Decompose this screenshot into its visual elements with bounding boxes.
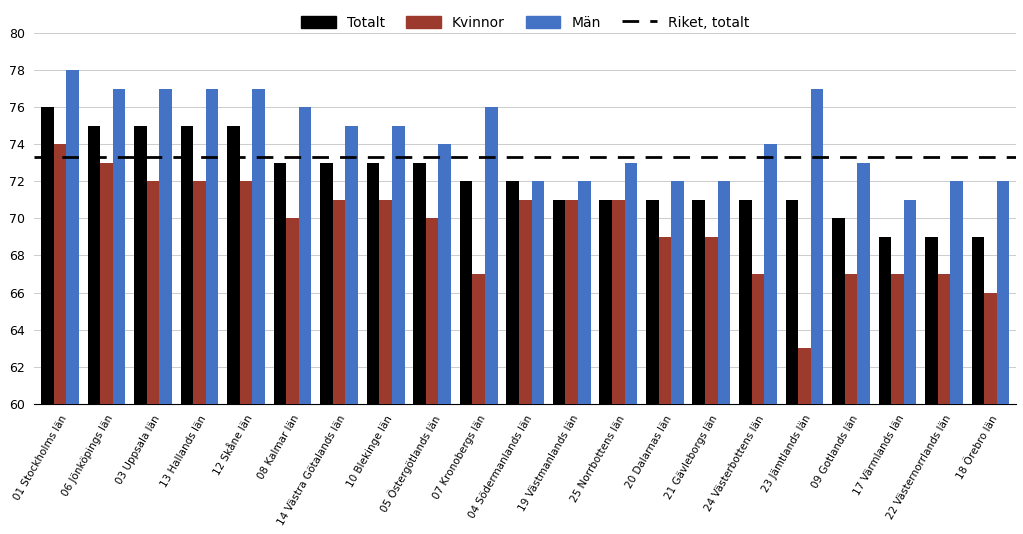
Bar (206, 89, 218, 404)
Bar (857, 163, 870, 404)
Bar (810, 89, 824, 404)
Legend: Totalt, Kvinnor, Män, Riket, totalt: Totalt, Kvinnor, Män, Riket, totalt (296, 10, 755, 35)
Bar (764, 144, 776, 404)
Bar (100, 163, 113, 404)
Bar (659, 237, 671, 404)
Bar (286, 218, 299, 404)
Bar (253, 89, 265, 404)
Bar (320, 163, 332, 404)
Bar (671, 181, 683, 404)
Bar (66, 70, 79, 404)
Bar (146, 181, 160, 404)
Bar (134, 125, 146, 404)
Bar (532, 181, 544, 404)
Bar (519, 200, 532, 404)
Bar (798, 348, 810, 404)
Bar (227, 125, 239, 404)
Bar (903, 200, 917, 404)
Bar (473, 274, 485, 404)
Bar (88, 125, 100, 404)
Bar (367, 163, 380, 404)
Bar (552, 200, 566, 404)
Bar (41, 107, 54, 404)
Bar (612, 200, 625, 404)
Bar (717, 181, 730, 404)
Bar (460, 181, 473, 404)
Bar (332, 200, 346, 404)
Bar (879, 237, 891, 404)
Bar (578, 181, 590, 404)
Bar (439, 144, 451, 404)
Bar (938, 274, 950, 404)
Bar (193, 181, 206, 404)
Bar (693, 200, 705, 404)
Bar (786, 200, 798, 404)
Bar (599, 200, 612, 404)
Bar (625, 163, 637, 404)
Bar (845, 274, 857, 404)
Bar (299, 107, 311, 404)
Bar (891, 274, 903, 404)
Bar (392, 125, 404, 404)
Bar (346, 125, 358, 404)
Bar (566, 200, 578, 404)
Bar (984, 293, 996, 404)
Bar (413, 163, 426, 404)
Bar (485, 107, 497, 404)
Bar (832, 218, 845, 404)
Bar (996, 181, 1010, 404)
Bar (426, 218, 439, 404)
Bar (181, 125, 193, 404)
Bar (274, 163, 286, 404)
Bar (925, 237, 938, 404)
Bar (972, 237, 984, 404)
Bar (239, 181, 253, 404)
Bar (506, 181, 519, 404)
Bar (739, 200, 752, 404)
Bar (54, 144, 66, 404)
Bar (646, 200, 659, 404)
Bar (705, 237, 717, 404)
Bar (752, 274, 764, 404)
Bar (380, 200, 392, 404)
Bar (160, 89, 172, 404)
Bar (950, 181, 963, 404)
Bar (113, 89, 126, 404)
